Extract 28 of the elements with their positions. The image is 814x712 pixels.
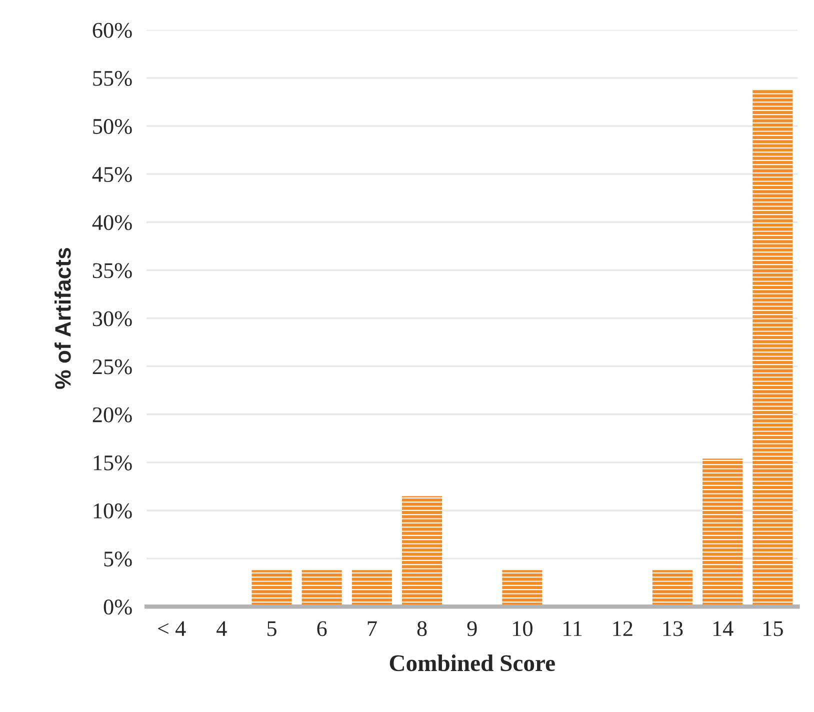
x-tick-label: 8	[417, 621, 427, 636]
x-tick-label: 13	[663, 621, 683, 636]
x-tick-label: 12	[613, 621, 632, 636]
x-tick-label: 15	[764, 621, 783, 636]
x-tick-label: < 4	[158, 621, 186, 636]
x-tick-label: 10	[513, 621, 532, 636]
y-tick-label: 30%	[92, 311, 132, 326]
y-tick-label: 35%	[92, 263, 132, 278]
y-tick-label: 5%	[104, 551, 132, 567]
y-tick-label: 55%	[93, 70, 132, 86]
x-tick-label: 9	[467, 621, 477, 636]
y-tick-label: 50%	[93, 118, 132, 134]
y-tick-label: 25%	[92, 359, 132, 374]
x-tick-label: 11	[564, 621, 582, 636]
x-tick-label: 7	[368, 621, 377, 636]
y-axis-title: % of Artifacts	[54, 248, 71, 389]
y-tick-label: 15%	[94, 455, 132, 470]
x-tick-label: 14	[713, 621, 734, 636]
y-tick-label: 0%	[104, 600, 132, 615]
x-axis-title: Combined Score	[390, 654, 555, 672]
x-tick-label: 4	[216, 621, 227, 636]
x-tick-label: 5	[267, 621, 276, 636]
y-tick-label: 20%	[92, 407, 132, 422]
y-tick-label: 40%	[92, 215, 132, 230]
y-tick-label: 10%	[94, 503, 132, 519]
x-tick-label: 6	[317, 621, 327, 636]
y-tick-label: 60%	[92, 22, 132, 38]
y-tick-label: 45%	[92, 167, 132, 182]
